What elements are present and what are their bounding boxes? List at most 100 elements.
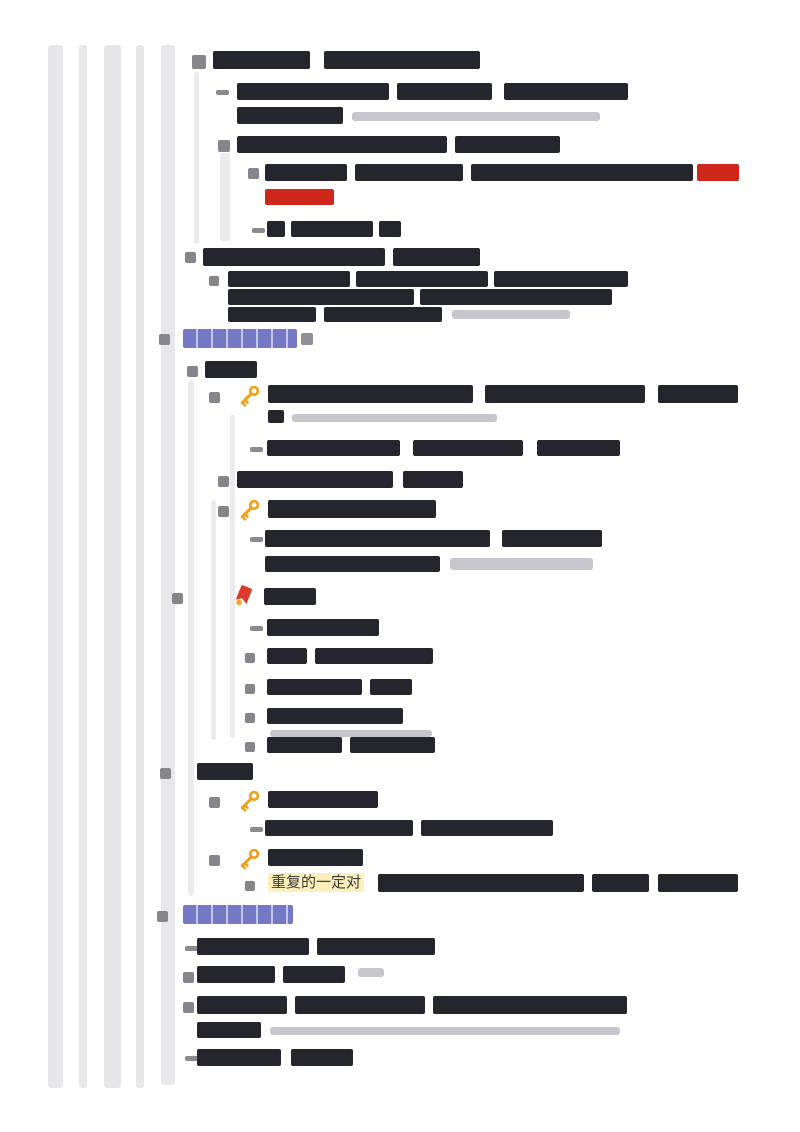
redacted-red-text-block bbox=[265, 189, 334, 205]
redacted-text-block bbox=[397, 83, 492, 100]
bullet-square[interactable] bbox=[185, 252, 196, 263]
redacted-text-block bbox=[421, 820, 553, 836]
redacted-text-block bbox=[494, 271, 628, 287]
bullet-square[interactable] bbox=[209, 276, 219, 286]
bullet-square[interactable] bbox=[172, 593, 183, 604]
redacted-text-block bbox=[228, 307, 316, 322]
bullet-square[interactable] bbox=[245, 653, 255, 663]
indent-guide-stripe bbox=[161, 45, 175, 1085]
bullet-square[interactable] bbox=[187, 366, 198, 377]
redacted-text-block bbox=[268, 410, 284, 423]
redacted-text-block bbox=[379, 221, 401, 237]
bullet-square[interactable] bbox=[183, 1002, 194, 1013]
redacted-text-block bbox=[403, 471, 463, 488]
redacted-text-block bbox=[197, 996, 287, 1014]
redacted-text-block bbox=[197, 763, 253, 780]
redacted-text-block bbox=[317, 938, 435, 955]
redacted-text-block bbox=[237, 107, 343, 124]
redacted-text-block bbox=[265, 530, 490, 547]
redacted-text-block bbox=[268, 849, 363, 866]
redacted-text-block bbox=[268, 500, 436, 518]
redacted-text-block bbox=[228, 271, 350, 287]
redacted-text-block bbox=[205, 361, 257, 378]
indent-guide-stripe bbox=[48, 45, 63, 1088]
bullet-dash[interactable] bbox=[250, 537, 263, 542]
purple-section-header bbox=[183, 329, 297, 348]
redacted-text-block bbox=[267, 708, 403, 724]
redacted-text-block bbox=[265, 556, 440, 572]
redacted-text-block bbox=[267, 679, 362, 695]
redacted-text-block bbox=[433, 996, 627, 1014]
redacted-text-block bbox=[265, 164, 347, 181]
redacted-faint-text-block bbox=[452, 310, 570, 319]
redacted-text-block bbox=[295, 996, 425, 1014]
bullet-dash[interactable] bbox=[250, 827, 263, 832]
redacted-text-block bbox=[197, 966, 275, 983]
bullet-dash[interactable] bbox=[250, 626, 263, 631]
bullet-dash[interactable] bbox=[250, 447, 263, 452]
redacted-faint-text-block bbox=[270, 730, 432, 737]
bookmark-icon bbox=[231, 583, 255, 607]
redacted-text-block bbox=[350, 737, 435, 753]
redacted-text-block bbox=[203, 248, 385, 266]
bullet-square[interactable] bbox=[209, 392, 220, 403]
bullet-square[interactable] bbox=[157, 911, 168, 922]
redacted-text-block bbox=[471, 164, 693, 181]
bullet-square[interactable] bbox=[218, 140, 230, 152]
redacted-faint-text-block bbox=[450, 558, 593, 570]
redacted-text-block bbox=[283, 966, 345, 983]
redacted-text-block bbox=[197, 1049, 281, 1066]
redacted-text-block bbox=[378, 874, 584, 892]
collapse-badge[interactable] bbox=[301, 333, 313, 345]
tree-line bbox=[230, 415, 235, 738]
bullet-square[interactable] bbox=[245, 881, 255, 891]
redacted-text-block bbox=[197, 938, 309, 955]
tree-line bbox=[194, 72, 199, 244]
highlighted-text: 重复的一定对 bbox=[268, 873, 365, 892]
bullet-square[interactable] bbox=[160, 768, 171, 779]
redacted-text-block bbox=[485, 385, 645, 403]
redacted-text-block bbox=[267, 648, 307, 664]
redacted-text-block bbox=[213, 51, 310, 69]
redacted-text-block bbox=[291, 221, 373, 237]
redacted-faint-text-block bbox=[292, 414, 497, 422]
bullet-square[interactable] bbox=[245, 684, 255, 694]
bullet-square[interactable] bbox=[245, 713, 255, 723]
redacted-text-block bbox=[455, 136, 560, 153]
redacted-text-block bbox=[413, 440, 523, 456]
redacted-text-block bbox=[315, 648, 433, 664]
bullet-square[interactable] bbox=[183, 972, 194, 983]
redacted-text-block bbox=[267, 221, 285, 237]
redacted-text-block bbox=[267, 737, 342, 753]
bullet-dash[interactable] bbox=[185, 946, 198, 951]
redacted-text-block bbox=[265, 820, 413, 836]
redacted-text-block bbox=[268, 385, 473, 403]
redacted-faint-text-block bbox=[358, 968, 384, 977]
bullet-square[interactable] bbox=[218, 506, 229, 517]
redacted-text-block bbox=[504, 83, 628, 100]
redacted-text-block bbox=[324, 307, 442, 322]
bullet-square[interactable] bbox=[192, 55, 206, 69]
redacted-text-block bbox=[267, 619, 379, 636]
bullet-square[interactable] bbox=[245, 742, 255, 752]
key-icon bbox=[238, 789, 262, 813]
bullet-square[interactable] bbox=[248, 168, 259, 179]
purple-section-header bbox=[183, 905, 293, 924]
redacted-text-block bbox=[420, 289, 612, 305]
indent-guide-stripe bbox=[79, 45, 87, 1088]
redacted-text-block bbox=[324, 51, 480, 69]
redacted-faint-text-block bbox=[270, 1027, 620, 1035]
bullet-dash[interactable] bbox=[252, 228, 265, 233]
bullet-square[interactable] bbox=[218, 476, 229, 487]
bullet-square[interactable] bbox=[209, 855, 220, 866]
bullet-square[interactable] bbox=[159, 334, 170, 345]
bullet-square[interactable] bbox=[209, 797, 220, 808]
redacted-text-block bbox=[658, 385, 738, 403]
redacted-text-block bbox=[537, 440, 620, 456]
redacted-text-block bbox=[237, 471, 393, 488]
redacted-text-block bbox=[356, 271, 488, 287]
bullet-dash[interactable] bbox=[216, 90, 229, 95]
tree-line bbox=[220, 153, 230, 241]
bullet-dash[interactable] bbox=[185, 1056, 198, 1061]
